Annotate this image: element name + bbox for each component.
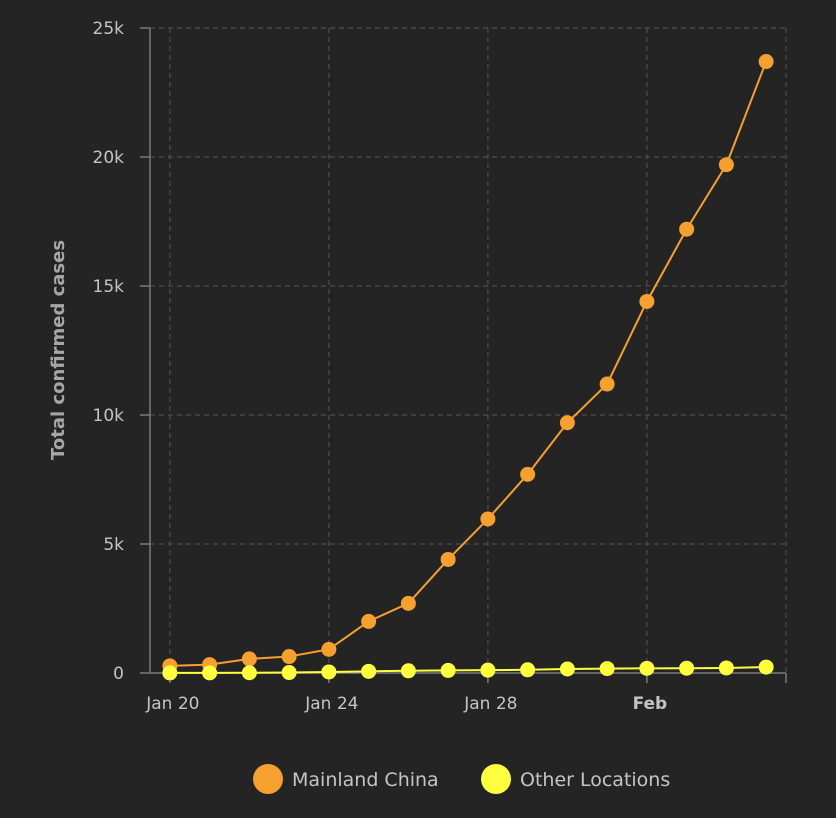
y-tick-label: 5k <box>103 535 124 555</box>
y-tick-label: 20k <box>93 148 125 168</box>
data-point[interactable] <box>480 662 496 678</box>
data-point[interactable] <box>321 664 337 680</box>
data-point[interactable] <box>241 651 257 667</box>
x-axis-ticks: Jan 20 Jan 24 Jan 28 Feb <box>145 673 667 714</box>
data-point[interactable] <box>639 293 655 309</box>
data-point[interactable] <box>679 221 695 237</box>
legend-label: Other Locations <box>520 769 670 791</box>
legend-marker <box>253 764 283 794</box>
data-point[interactable] <box>400 595 416 611</box>
x-tick-label: Jan 28 <box>463 694 517 714</box>
data-point[interactable] <box>559 415 575 431</box>
data-point[interactable] <box>520 662 536 678</box>
data-point[interactable] <box>718 157 734 173</box>
data-point[interactable] <box>599 661 615 677</box>
series-line <box>169 666 767 674</box>
x-tick-label: Feb <box>633 694 668 714</box>
data-point[interactable] <box>480 511 496 527</box>
y-tick-label: 10k <box>93 406 125 426</box>
y-axis-label: Total confirmed cases <box>48 240 69 460</box>
legend-label: Mainland China <box>292 769 439 791</box>
data-point[interactable] <box>440 662 456 678</box>
data-point[interactable] <box>559 661 575 677</box>
legend-item[interactable]: Mainland China <box>253 764 439 794</box>
data-point[interactable] <box>599 376 615 392</box>
data-point[interactable] <box>679 660 695 676</box>
y-tick-label: 0 <box>113 664 124 684</box>
data-point[interactable] <box>361 663 377 679</box>
series <box>162 54 774 681</box>
x-tick-label: Jan 24 <box>304 694 358 714</box>
data-point[interactable] <box>758 54 774 70</box>
data-point[interactable] <box>281 649 297 665</box>
y-axis-ticks: 0 5k 10k 15k 20k 25k <box>93 19 150 684</box>
data-point[interactable] <box>241 665 257 681</box>
data-point[interactable] <box>400 663 416 679</box>
data-point[interactable] <box>162 665 178 681</box>
data-point[interactable] <box>520 466 536 482</box>
y-tick-label: 15k <box>93 277 125 297</box>
grid <box>150 27 787 673</box>
legend-marker <box>481 764 511 794</box>
data-point[interactable] <box>281 665 297 681</box>
series-other-locations <box>162 659 774 681</box>
axes <box>149 28 787 683</box>
series-line <box>169 61 768 667</box>
data-point[interactable] <box>361 613 377 629</box>
data-point[interactable] <box>321 641 337 657</box>
series-mainland-china <box>162 54 774 674</box>
legend-item[interactable]: Other Locations <box>481 764 670 794</box>
legend[interactable]: Mainland China Other Locations <box>253 764 670 794</box>
data-point[interactable] <box>440 551 456 567</box>
x-tick-label: Jan 20 <box>145 694 199 714</box>
data-point[interactable] <box>639 660 655 676</box>
data-point[interactable] <box>758 659 774 675</box>
data-point[interactable] <box>718 660 734 676</box>
data-point[interactable] <box>202 665 218 681</box>
y-tick-label: 25k <box>93 19 125 39</box>
